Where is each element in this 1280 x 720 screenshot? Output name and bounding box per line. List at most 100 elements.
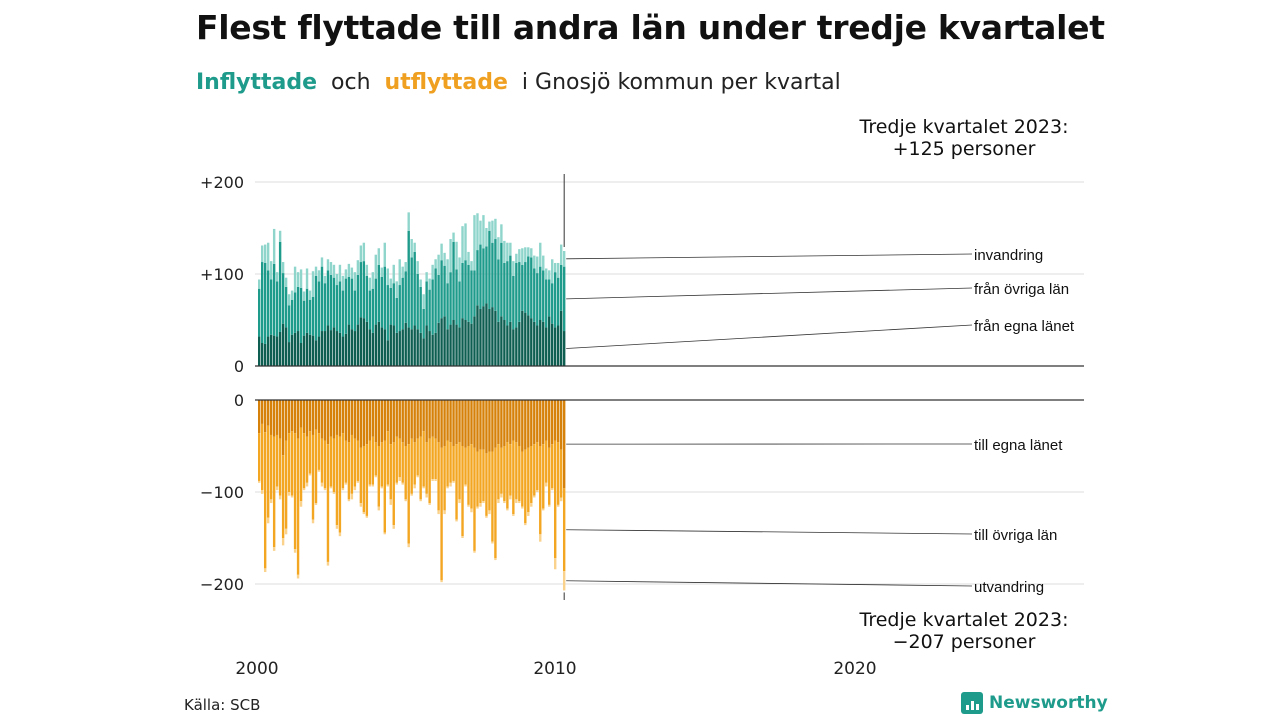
bar-outflow	[299, 501, 303, 507]
bar-outflow	[557, 400, 560, 443]
bar-inflow	[524, 312, 527, 366]
bar-inflow	[533, 321, 536, 366]
bar-inflow	[467, 251, 470, 265]
bar-outflow	[258, 400, 261, 434]
bar-inflow	[302, 291, 306, 301]
bar-inflow	[302, 300, 306, 336]
bar-outflow	[362, 446, 366, 513]
bar-outflow	[299, 427, 303, 502]
annotation-bottom-line2: −207 personer	[893, 631, 1036, 653]
bar-outflow	[272, 547, 276, 551]
bar-inflow	[506, 325, 509, 366]
bar-outflow	[305, 482, 309, 487]
bar-inflow	[488, 221, 491, 231]
bar-outflow	[392, 525, 395, 529]
bar-inflow	[485, 228, 488, 247]
bar-outflow	[506, 508, 509, 511]
source-note: Källa: SCB	[184, 696, 261, 714]
bar-outflow	[554, 558, 557, 570]
bar-inflow	[296, 272, 300, 287]
bar-inflow	[356, 274, 360, 325]
bar-outflow	[347, 400, 351, 443]
bar-outflow	[383, 440, 386, 533]
bar-inflow	[350, 267, 354, 279]
bar-outflow	[425, 400, 428, 443]
bar-inflow	[275, 272, 279, 282]
bar-inflow	[323, 331, 327, 366]
bar-outflow	[401, 442, 404, 483]
bar-inflow	[443, 316, 446, 366]
bar-outflow	[359, 400, 363, 448]
bar-inflow	[380, 327, 383, 366]
bar-inflow	[398, 285, 401, 332]
bar-inflow	[317, 336, 321, 366]
bar-inflow	[275, 336, 279, 366]
bar-inflow	[290, 299, 294, 335]
bar-inflow	[368, 290, 372, 330]
bar-outflow	[485, 453, 488, 516]
bar-outflow	[473, 550, 476, 553]
bar-outflow	[275, 486, 279, 491]
bar-inflow	[431, 334, 434, 366]
bar-inflow	[503, 240, 506, 263]
bar-inflow	[362, 242, 366, 262]
bar-outflow	[266, 517, 270, 524]
bar-inflow	[332, 327, 336, 366]
bar-outflow	[449, 442, 452, 483]
bar-inflow	[311, 335, 315, 366]
bar-outflow	[422, 431, 425, 487]
bar-outflow	[524, 523, 527, 526]
bar-inflow	[500, 316, 503, 366]
bar-inflow	[562, 266, 566, 332]
bar-inflow	[338, 281, 342, 333]
bar-inflow	[293, 332, 297, 366]
bar-inflow	[353, 290, 357, 332]
bar-outflow	[356, 480, 360, 483]
legend-connector	[566, 287, 973, 300]
bar-inflow	[422, 308, 425, 339]
bar-outflow	[350, 493, 354, 500]
legend-label-inflow: från övriga län	[974, 281, 1069, 298]
bar-inflow	[365, 264, 369, 276]
bar-outflow	[398, 438, 401, 478]
bar-inflow	[446, 259, 449, 284]
bar-outflow	[317, 469, 321, 472]
bar-outflow	[404, 400, 407, 446]
bar-inflow	[554, 272, 557, 328]
bar-inflow	[323, 275, 327, 284]
bar-inflow	[416, 274, 419, 330]
bar-outflow	[392, 442, 395, 526]
bar-outflow	[338, 532, 342, 537]
bar-inflow	[494, 239, 497, 311]
bar-outflow	[356, 440, 360, 481]
bar-inflow	[287, 294, 291, 306]
bar-inflow	[329, 262, 333, 275]
bar-inflow	[539, 320, 542, 366]
bar-outflow	[562, 488, 566, 572]
bar-inflow	[380, 276, 383, 328]
bar-inflow	[515, 327, 518, 366]
bar-outflow	[374, 475, 378, 478]
bar-inflow	[473, 316, 476, 366]
bar-outflow	[290, 431, 294, 496]
bar-outflow	[368, 440, 372, 485]
bar-inflow	[284, 286, 288, 328]
bar-outflow	[413, 484, 416, 489]
bar-outflow	[554, 440, 557, 559]
bar-inflow	[389, 278, 392, 288]
bar-outflow	[482, 501, 485, 504]
bar-inflow	[428, 289, 431, 332]
bar-inflow	[308, 334, 312, 366]
bar-inflow	[326, 259, 330, 271]
bar-inflow	[458, 257, 461, 282]
bar-outflow	[455, 519, 458, 522]
bar-inflow	[518, 249, 521, 263]
bar-outflow	[527, 447, 530, 513]
bar-inflow	[284, 277, 288, 287]
subtitle-outflow: utflyttade	[384, 70, 508, 95]
bar-inflow	[464, 260, 467, 320]
bar-inflow	[353, 331, 357, 366]
bar-inflow	[557, 262, 560, 278]
bar-inflow	[437, 254, 440, 275]
bar-outflow	[416, 438, 419, 476]
